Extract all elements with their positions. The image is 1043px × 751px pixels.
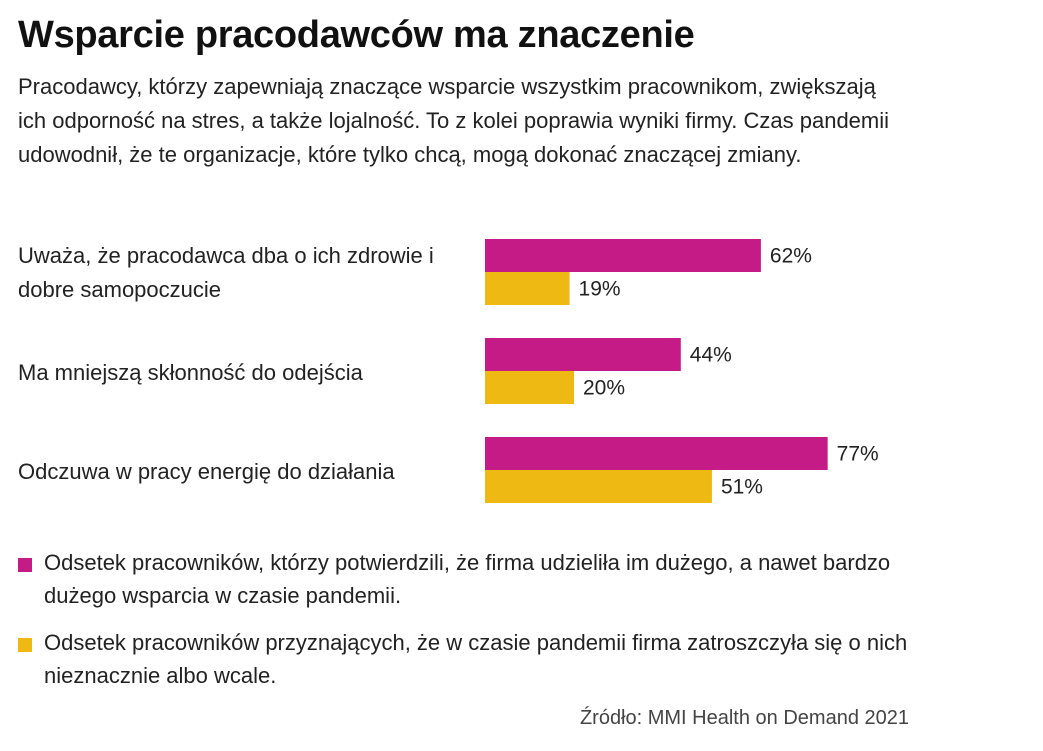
- value-label-retention-weak-support: 20%: [583, 377, 625, 400]
- chart-description: Pracodawcy, którzy zapewniają znaczące w…: [18, 74, 890, 167]
- value-label-health-strong-support: 62%: [770, 245, 812, 268]
- category-label-retention: Ma mniejszą skłonność do odejścia: [18, 360, 363, 385]
- bar-retention-weak-support: [485, 371, 574, 404]
- value-label-retention-strong-support: 44%: [690, 344, 732, 367]
- bar-retention-strong-support: [485, 338, 681, 371]
- legend-label-strong-support: Odsetek pracowników, którzy potwierdzili…: [44, 550, 891, 608]
- legend-item-strong-support: Odsetek pracowników, którzy potwierdzili…: [18, 546, 918, 616]
- bar-energy-strong-support: [485, 437, 828, 470]
- bar-health-strong-support: [485, 239, 761, 272]
- source-note: Źródło: MMI Health on Demand 2021: [579, 707, 909, 729]
- category-label-energy: Odczuwa w pracy energię do działania: [18, 459, 395, 484]
- chart-title: Wsparcie pracodawców ma znaczenie: [18, 14, 695, 56]
- legend-swatch-yellow: [18, 638, 32, 652]
- value-label-energy-weak-support: 51%: [721, 476, 763, 499]
- value-label-energy-strong-support: 77%: [837, 443, 879, 466]
- value-label-health-weak-support: 19%: [579, 278, 621, 301]
- bar-energy-weak-support: [485, 470, 712, 503]
- category-label-health: Uważa, że pracodawca dba o ich zdrowie i…: [18, 243, 434, 302]
- legend-swatch-magenta: [18, 558, 32, 572]
- bar-chart: 62% 19% 44% 20% 77% 51%: [485, 239, 879, 503]
- bar-health-weak-support: [485, 272, 570, 305]
- legend-label-weak-support: Odsetek pracowników przyznających, że w …: [44, 630, 908, 688]
- legend-item-weak-support: Odsetek pracowników przyznających, że w …: [18, 626, 918, 696]
